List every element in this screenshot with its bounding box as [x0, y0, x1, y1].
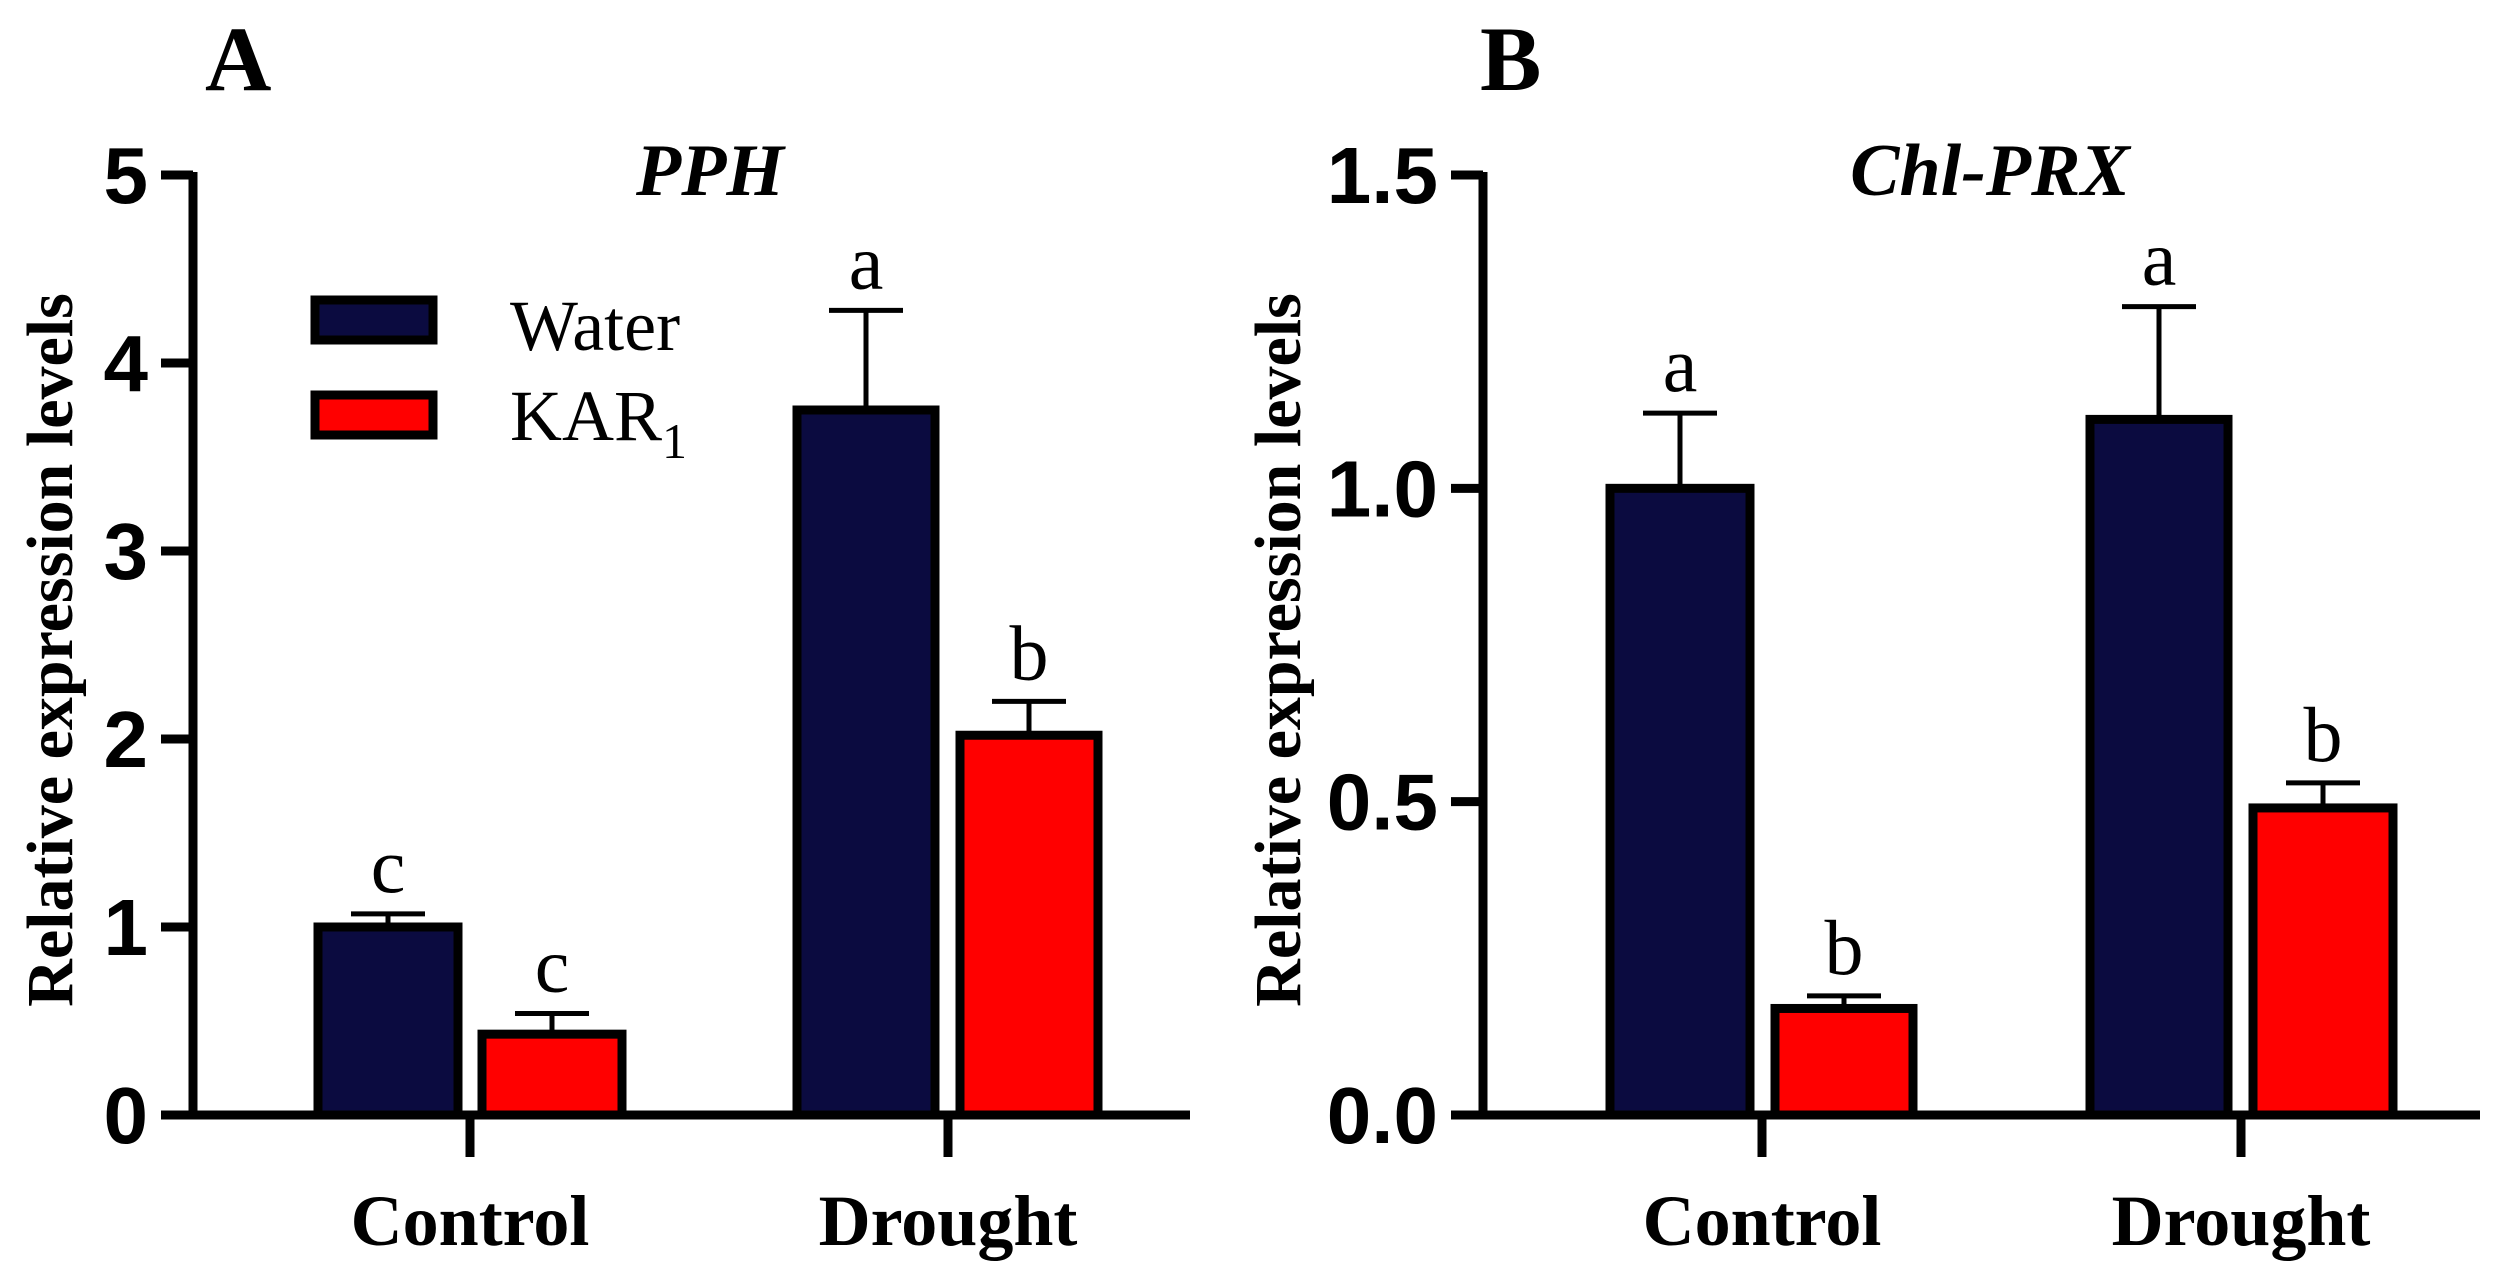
legend: Water KAR1: [310, 286, 687, 469]
bar-a-drought-water: [792, 405, 940, 1120]
panel-letter-b: B: [1480, 8, 1541, 110]
x-tick-label-a-control: Control: [351, 1181, 590, 1261]
y-tick-label-b: 0.0: [1327, 1071, 1438, 1160]
y-tick-label-a: 1: [104, 883, 149, 972]
panel-a: A PPH Relative expression levels 0 1 2 3 4 5 C…: [14, 8, 1190, 1261]
bar-b-control-kar1: [1770, 1003, 1918, 1120]
y-tick-label-a: 5: [104, 131, 149, 220]
bar-a-control-kar1: [477, 1029, 627, 1120]
significance-letter-a-control-water: c: [371, 822, 406, 909]
y-tick-label-b: 1.0: [1327, 444, 1438, 533]
legend-label-water: Water: [510, 286, 680, 366]
legend-swatch-water: [310, 295, 438, 345]
y-tick-label-a: 2: [104, 695, 149, 784]
y-tick-label-b: 0.5: [1327, 758, 1438, 847]
plot-area-b: 0.0 0.5 1.0 1.5 Control Drought a b a b: [1327, 131, 2480, 1261]
bar-a-drought-kar1: [955, 730, 1103, 1120]
significance-letter-b-drought-water: a: [2142, 215, 2177, 302]
panel-letter-a: A: [205, 8, 271, 110]
plot-area-a: 0 1 2 3 4 5 Control Drought c c a b: [104, 131, 1190, 1261]
x-tick-label-b-control: Control: [1643, 1181, 1882, 1261]
y-tick-label-a: 4: [104, 319, 149, 408]
bar-b-drought-water: [2085, 414, 2233, 1120]
panel-b: B Chl-PRX Relative expression levels 0.0…: [1242, 8, 2480, 1261]
significance-letter-b-control-kar1: b: [1825, 904, 1864, 991]
legend-kar-text: KAR: [510, 376, 662, 456]
bar-b-control-water: [1605, 483, 1755, 1120]
x-tick-label-b-drought: Drought: [2112, 1181, 2371, 1261]
chart-title-a: PPH: [635, 130, 786, 212]
significance-letter-b-control-water: a: [1663, 321, 1698, 408]
y-tick-label-a: 0: [104, 1071, 149, 1160]
y-axis-label-a: Relative expression levels: [14, 293, 87, 1007]
legend-label-kar1: KAR1: [510, 376, 687, 469]
significance-letter-a-control-kar1: c: [535, 921, 570, 1008]
y-tick-label-b: 1.5: [1327, 131, 1438, 220]
y-axis-label-b: Relative expression levels: [1242, 293, 1315, 1007]
chart-title-b: Chl-PRX: [1850, 130, 2131, 212]
significance-letter-b-drought-kar1: b: [2304, 691, 2343, 778]
y-tick-label-a: 3: [104, 507, 149, 596]
legend-swatch-kar1: [310, 390, 438, 440]
bar-a-control-water: [313, 922, 463, 1120]
x-tick-label-a-drought: Drought: [819, 1181, 1078, 1261]
significance-letter-a-drought-kar1: b: [1010, 609, 1049, 696]
significance-letter-a-drought-water: a: [849, 218, 884, 305]
bar-b-drought-kar1: [2248, 803, 2398, 1120]
legend-kar-subscript: 1: [662, 413, 687, 469]
